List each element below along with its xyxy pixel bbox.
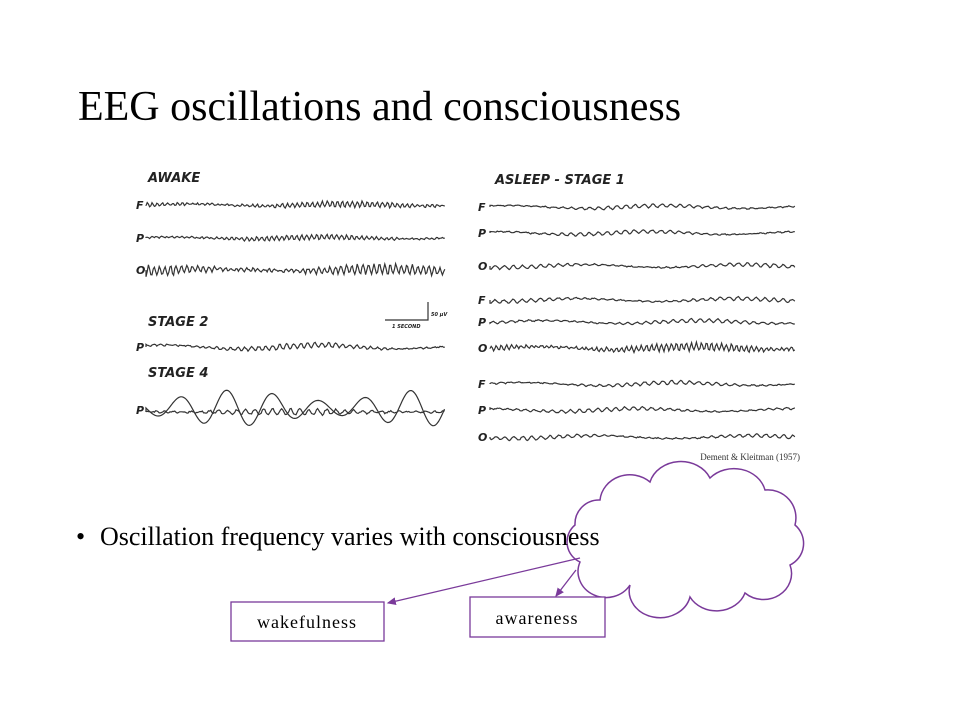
eeg-trace bbox=[489, 229, 795, 237]
eeg-trace bbox=[145, 261, 446, 278]
channel-label: P bbox=[478, 227, 486, 240]
eeg-trace bbox=[489, 203, 796, 211]
eeg-trace bbox=[489, 317, 795, 326]
eeg-trace bbox=[145, 199, 445, 210]
channel-label: P bbox=[136, 341, 144, 354]
eeg-trace bbox=[489, 262, 796, 271]
scale-amplitude: 50 µV bbox=[431, 312, 448, 318]
channel-label: O bbox=[478, 431, 487, 444]
channel-label: O bbox=[478, 260, 487, 273]
channel-label: F bbox=[478, 294, 486, 307]
channel-label: O bbox=[478, 342, 487, 355]
scale-bar bbox=[385, 302, 429, 321]
panel-label: STAGE 4 bbox=[148, 366, 208, 381]
channel-label: P bbox=[136, 232, 144, 245]
slide-title: EEG oscillations and consciousness bbox=[78, 84, 681, 130]
panel-label: STAGE 2 bbox=[148, 315, 208, 330]
bullet-marker: • bbox=[76, 522, 85, 551]
thought-cloud bbox=[566, 460, 805, 619]
eeg-trace bbox=[489, 433, 796, 442]
panel-label: ASLEEP - STAGE 1 bbox=[494, 173, 625, 188]
arrow bbox=[555, 569, 577, 598]
scale-time: 1 SECOND bbox=[392, 324, 421, 330]
box-label: wakefulness bbox=[257, 612, 357, 632]
arrow bbox=[386, 557, 581, 606]
channel-label: P bbox=[478, 316, 486, 329]
citation: Dement & Kleitman (1957) bbox=[700, 452, 800, 462]
eeg-trace bbox=[489, 339, 796, 355]
panel-label: AWAKE bbox=[147, 171, 200, 186]
eeg-trace bbox=[489, 295, 796, 304]
channel-label: O bbox=[136, 264, 145, 277]
eeg-trace bbox=[489, 379, 796, 388]
bullet-text: Oscillation frequency varies with consci… bbox=[100, 522, 600, 551]
eeg-trace bbox=[145, 389, 446, 427]
eeg-trace bbox=[489, 405, 796, 414]
channel-label: P bbox=[136, 404, 144, 417]
box-label: awareness bbox=[496, 608, 579, 628]
box bbox=[230, 601, 385, 642]
eeg-trace bbox=[145, 341, 445, 353]
eeg-trace bbox=[145, 233, 445, 243]
channel-label: F bbox=[136, 199, 144, 212]
channel-label: P bbox=[478, 404, 486, 417]
channel-label: F bbox=[478, 378, 486, 391]
box bbox=[469, 596, 606, 638]
channel-label: F bbox=[478, 201, 486, 214]
